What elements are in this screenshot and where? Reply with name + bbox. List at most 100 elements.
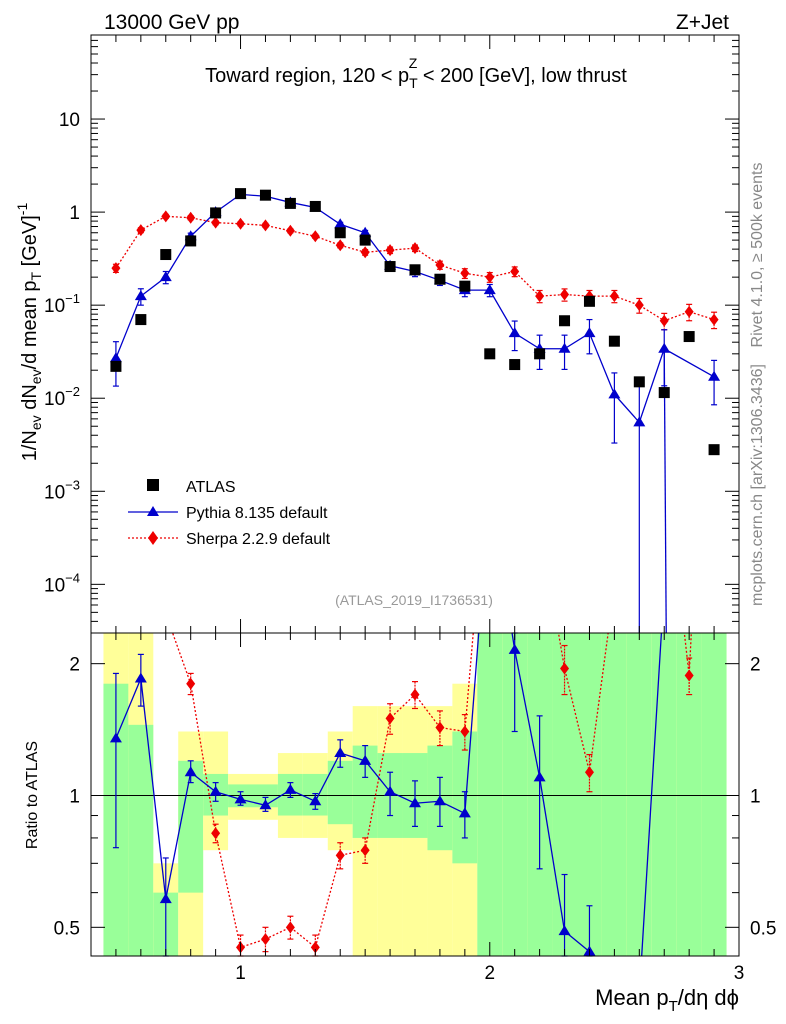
atlas-point <box>559 315 571 327</box>
sherpa-ratio-point <box>285 921 295 934</box>
pythia-point <box>359 226 372 237</box>
y-tick-label-ratio: 2 <box>69 655 80 676</box>
sherpa-point <box>211 216 221 229</box>
pythia-ratio-point <box>284 783 297 794</box>
atlas-point <box>185 235 197 247</box>
y-tick-label-ratio-right: 2 <box>750 655 761 676</box>
sherpa-point <box>435 259 445 272</box>
header-left-label: 13000 GeV pp <box>104 11 239 34</box>
sherpa-point <box>634 299 644 312</box>
sherpa-point <box>260 219 270 232</box>
sherpa-point <box>535 290 545 303</box>
x-tick-label: 3 <box>734 963 745 984</box>
atlas-point <box>509 359 521 371</box>
pythia-point <box>508 327 521 338</box>
sherpa-ratio-point <box>385 712 395 725</box>
pythia-point <box>558 342 571 353</box>
atlas-point <box>135 314 147 326</box>
sherpa-point <box>460 267 470 280</box>
sherpa-point <box>111 262 121 275</box>
y-tick-label-main: 10−1 <box>44 291 80 317</box>
pythia-ratio-point <box>109 732 122 743</box>
y-tick-label-main: 10−4 <box>44 570 80 596</box>
atlas-point <box>210 207 222 219</box>
ratio-plot-area <box>91 632 739 957</box>
main-plot-area <box>109 188 721 634</box>
y-tick-label-main: 10 <box>59 110 80 131</box>
pythia-point <box>608 388 621 399</box>
sherpa-ratio-point <box>335 849 345 862</box>
pythia-ratio-point <box>558 925 571 936</box>
sherpa-point <box>485 271 495 284</box>
atlas-point <box>708 444 720 456</box>
pythia-ratio-point <box>508 643 521 654</box>
y-tick-label-main: 10−2 <box>44 384 80 410</box>
ratio-band-green <box>477 633 503 956</box>
atlas-point <box>459 280 471 292</box>
x-axis-label: Mean pT/dη dϕ <box>595 985 739 1015</box>
atlas-point <box>608 335 620 347</box>
atlas-point <box>259 189 271 201</box>
y-tick-label-ratio: 0.5 <box>54 918 80 939</box>
header-right-label: Z+Jet <box>676 11 729 34</box>
plot-title: Toward region, 120 < pTZ < 200 [GeV], lo… <box>205 55 627 91</box>
legend-sherpa-marker <box>148 531 158 545</box>
legend: ATLAS Pythia 8.135 default Sherpa 2.2.9 … <box>128 479 331 548</box>
mcplots-reference-label: mcplots.cern.ch [arXiv:1306.3436] <box>749 364 766 606</box>
pythia-ratio-point <box>209 785 222 796</box>
sherpa-ratio-point <box>186 677 196 690</box>
y-tick-label-ratio-right: 0.5 <box>750 918 776 939</box>
pythia-ratio-point <box>359 754 372 765</box>
pythia-ratio-point <box>259 799 272 810</box>
sherpa-point <box>709 313 719 326</box>
pythia-ratio-point <box>433 795 446 806</box>
pythia-ratio-point <box>409 797 421 808</box>
sherpa-point <box>136 224 146 237</box>
y-tick-label-main: 1 <box>69 203 80 224</box>
axes-frames: 1 2 3 10 1 10−1 10−2 10−3 10−4 2 2 1 1 0.5 0.5 <box>44 34 776 984</box>
atlas-point <box>409 264 421 276</box>
atlas-point <box>633 376 645 388</box>
sherpa-point <box>510 265 520 278</box>
y-tick-label-ratio: 1 <box>69 786 80 807</box>
ratio-band-green <box>601 633 627 956</box>
atlas-point <box>309 200 321 212</box>
ratio-panel <box>91 632 739 957</box>
atlas-point <box>160 249 172 261</box>
x-tick-label: 1 <box>235 963 246 984</box>
ratio-band-green <box>701 633 727 956</box>
sherpa-point <box>360 246 370 259</box>
ratio-band-green <box>128 724 154 956</box>
sherpa-point <box>410 242 420 255</box>
atlas-point <box>359 234 371 246</box>
y-tick-label-main: 10−3 <box>44 477 80 503</box>
sherpa-ratio-point <box>360 844 370 857</box>
sherpa-ratio-point <box>460 725 470 738</box>
sherpa-ratio-point <box>211 827 221 840</box>
sherpa-ratio-point <box>584 766 594 779</box>
sherpa-ratio-point <box>560 662 570 675</box>
atlas-point <box>235 188 247 200</box>
atlas-point <box>334 227 346 239</box>
pythia-ratio-point <box>134 672 147 683</box>
ratio-band-green <box>651 633 677 956</box>
pythia-ratio-point <box>234 793 247 804</box>
sherpa-ratio-point <box>684 669 694 682</box>
sherpa-point <box>236 217 246 230</box>
sherpa-point <box>609 290 619 303</box>
pythia-point <box>159 271 172 282</box>
sherpa-point <box>684 305 694 318</box>
sherpa-ratio-point <box>310 941 320 954</box>
sherpa-point <box>310 230 320 243</box>
sherpa-point <box>385 244 395 257</box>
atlas-point <box>384 261 396 273</box>
pythia-ratio-point <box>458 807 471 818</box>
sherpa-point <box>285 224 295 237</box>
pythia-ratio-point <box>184 766 197 777</box>
pythia-ratio-point <box>533 771 546 782</box>
pythia-point <box>109 352 122 363</box>
rivet-version-label: Rivet 4.1.0, ≥ 500k events <box>749 163 766 348</box>
ratio-band-green <box>626 633 652 956</box>
pythia-point <box>633 416 646 427</box>
pythia-point <box>483 284 496 295</box>
